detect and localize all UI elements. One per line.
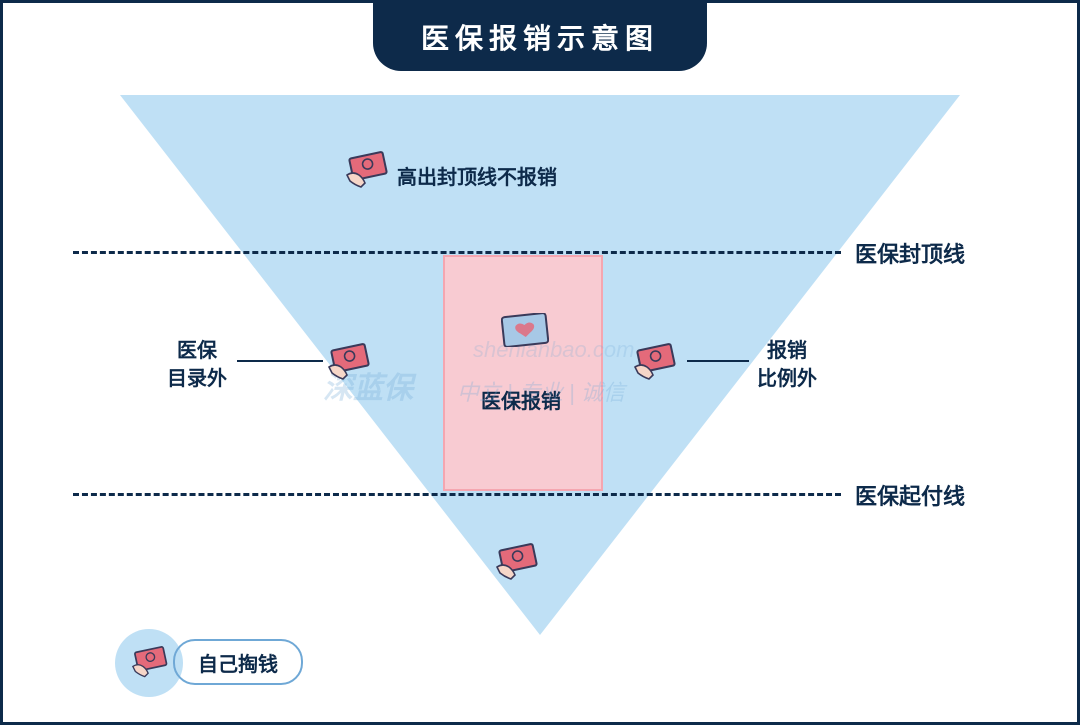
card-icon (501, 313, 549, 347)
out-of-ratio-label: 报销 比例外 (757, 337, 817, 393)
above-ceiling-label: 高出封顶线不报销 (397, 161, 557, 190)
money-icon (129, 646, 169, 680)
ceiling-label: 医保封顶线 (855, 237, 965, 269)
deductible-line (73, 493, 841, 496)
money-icon (493, 543, 539, 583)
out-of-ratio-l2: 比例外 (757, 365, 817, 393)
money-icon (325, 343, 371, 383)
out-of-catalog-l2: 目录外 (167, 365, 227, 393)
out-of-catalog-label: 医保 目录外 (167, 337, 227, 393)
connector-left (237, 360, 323, 362)
ceiling-line (73, 251, 841, 254)
legend-text: 自己掏钱 (198, 648, 278, 677)
reimbursed-region (443, 255, 603, 491)
money-icon (631, 343, 677, 383)
title-pill: 医保报销示意图 (373, 3, 707, 71)
diagram-frame: 医保报销示意图 医保封顶线 医保起付线 高出封顶线不报销 医保报销 医保 目录外… (0, 0, 1080, 725)
title-text: 医保报销示意图 (421, 23, 659, 54)
legend-pill: 自己掏钱 (173, 639, 303, 685)
connector-right (687, 360, 749, 362)
deductible-label: 医保起付线 (855, 479, 965, 511)
reimbursed-label: 医保报销 (481, 385, 561, 414)
out-of-catalog-l1: 医保 (167, 337, 227, 365)
out-of-ratio-l1: 报销 (757, 337, 817, 365)
money-icon (343, 151, 389, 191)
